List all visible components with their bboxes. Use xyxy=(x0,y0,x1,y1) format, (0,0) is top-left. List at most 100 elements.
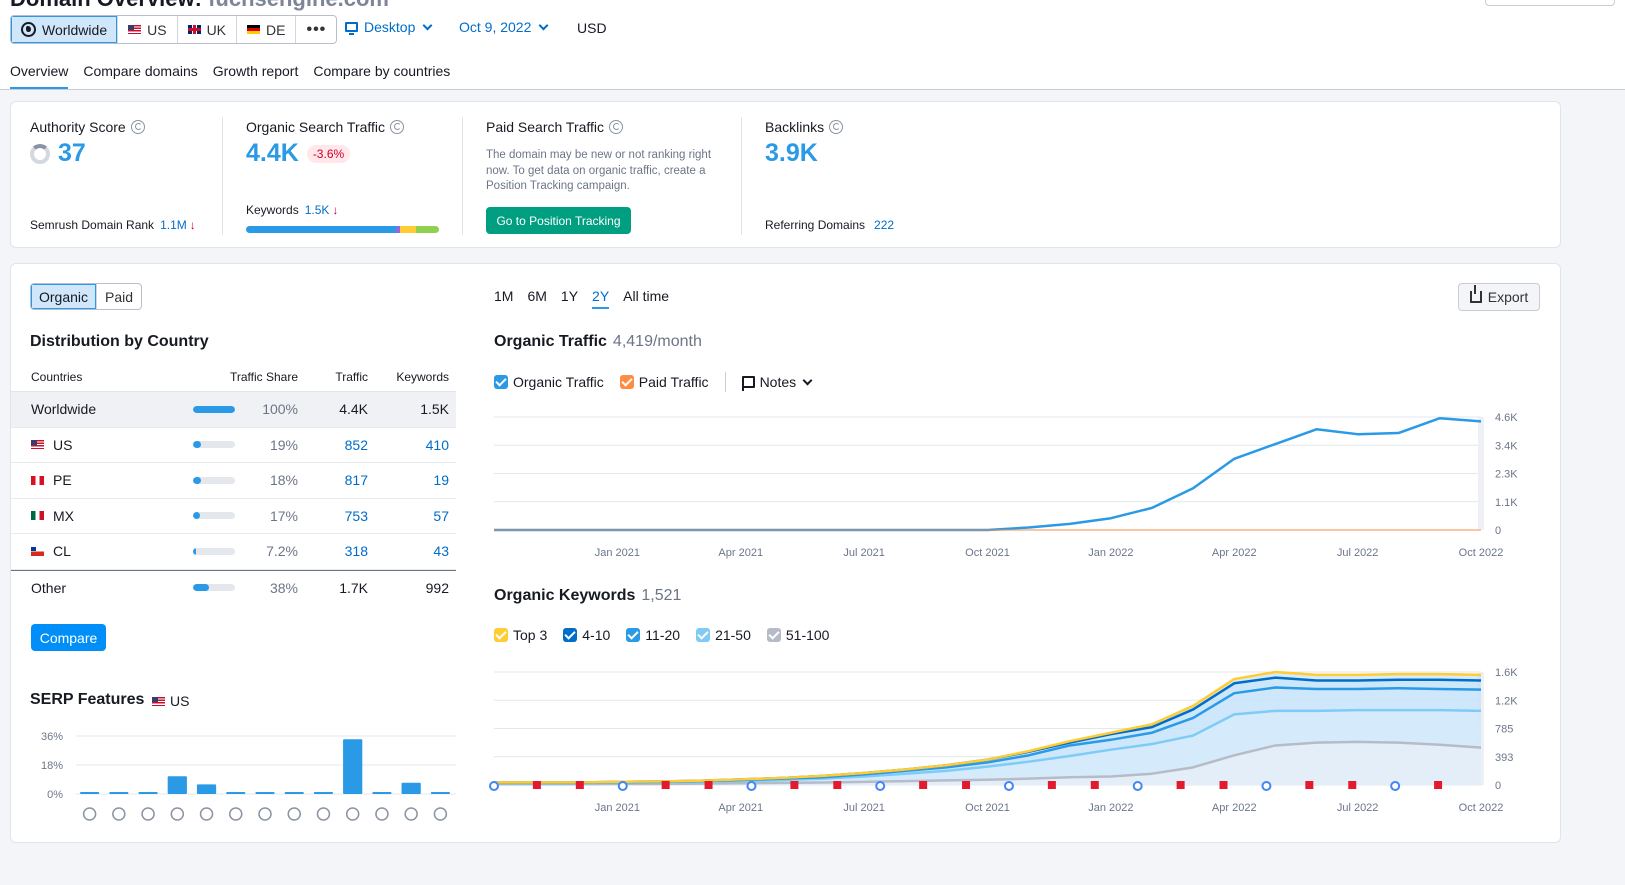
table-row[interactable]: US 19% 852 410 xyxy=(11,428,456,463)
google-update-icon xyxy=(489,781,499,791)
y-tick-label: 1.1K xyxy=(1495,497,1518,509)
info-icon[interactable] xyxy=(829,120,844,134)
more-databases-button[interactable]: ••• xyxy=(296,16,336,43)
authority-score-label: Authority Score xyxy=(30,119,126,135)
compare-button[interactable]: Compare xyxy=(31,624,106,651)
db-us-button[interactable]: US xyxy=(118,16,178,43)
share-bar xyxy=(193,584,235,592)
notes-dropdown[interactable]: Notes xyxy=(741,374,813,391)
table-row[interactable]: MX 17% 753 57 xyxy=(11,499,456,534)
authority-score-widget: Authority Score 37 xyxy=(30,119,145,168)
traffic-value[interactable]: 817 xyxy=(344,472,368,489)
tab-growth-report[interactable]: Growth report xyxy=(212,63,299,79)
keyword-distribution-bar xyxy=(246,226,439,233)
traffic-value[interactable]: 318 xyxy=(344,543,368,560)
globe-icon xyxy=(21,22,36,37)
y-tick-label: 1.6K xyxy=(1495,667,1518,679)
share-bar xyxy=(193,476,235,484)
export-button[interactable]: Export xyxy=(1458,283,1540,311)
us-flag-icon xyxy=(31,440,44,450)
note-flag-icon xyxy=(661,781,670,789)
info-icon[interactable] xyxy=(390,120,405,134)
range-1m[interactable]: 1M xyxy=(494,288,514,304)
toggle-paid[interactable]: Paid xyxy=(105,288,134,305)
legend-21-50[interactable]: 21-50 xyxy=(696,627,751,643)
range-6m[interactable]: 6M xyxy=(527,288,547,304)
x-tick-label: Oct 2021 xyxy=(965,802,1010,814)
keywords-value[interactable]: 57 xyxy=(433,507,449,524)
serp-bar xyxy=(313,792,334,794)
distribution-title: Distribution by Country xyxy=(30,333,209,350)
y-tick-label: 3.4K xyxy=(1495,440,1518,452)
divider xyxy=(222,117,223,235)
serp-feature-icon xyxy=(287,807,301,821)
traffic-value[interactable]: 753 xyxy=(344,507,368,524)
serp-feature-icon xyxy=(170,807,185,821)
db-de-button[interactable]: DE xyxy=(237,16,297,43)
serp-feature-icon xyxy=(345,807,360,821)
y-tick-label: 18% xyxy=(41,760,63,772)
google-update-icon xyxy=(1003,781,1014,791)
legend-paid-traffic[interactable]: Paid Traffic xyxy=(619,374,709,390)
y-tick-label: 785 xyxy=(1495,724,1513,736)
range-2y[interactable]: 2Y xyxy=(592,288,610,309)
db-worldwide-button[interactable]: Worldwide xyxy=(11,16,119,43)
keywords-value[interactable]: 43 xyxy=(433,543,449,560)
organic-traffic-label: Organic Search Traffic xyxy=(246,119,386,135)
table-header: Countries Traffic Share Traffic Keywords xyxy=(11,363,456,392)
organic-keywords-chart: 0 393 785 1.2K 1.6K Jan 2021 Apr 2021 Jul 2021 O… xyxy=(489,667,1518,814)
google-update-icon xyxy=(1261,781,1272,791)
table-row[interactable]: CL 7.2% 318 43 xyxy=(11,534,456,570)
checkbox-icon xyxy=(619,375,634,389)
organic-traffic-chart: 0 1.1K 2.3K 3.4K 4.6K Jan 2021 Apr 2021 Jul 202… xyxy=(494,412,1518,559)
organic-traffic-value[interactable]: 4.4K xyxy=(246,139,299,167)
user-manual-button[interactable] xyxy=(1485,0,1615,6)
db-uk-button[interactable]: UK xyxy=(178,16,238,43)
serp-feature-icon xyxy=(316,807,331,821)
share-value: 17% xyxy=(269,507,298,524)
table-row[interactable]: Other 38% 1.7K 992 xyxy=(11,569,456,606)
referring-domains-value[interactable]: 222 xyxy=(874,218,895,232)
traffic-value[interactable]: 852 xyxy=(344,436,368,453)
us-flag-icon xyxy=(152,696,165,706)
legend-11-20[interactable]: 11-20 xyxy=(626,627,680,643)
legend-51-100[interactable]: 51-100 xyxy=(766,627,829,643)
keywords-value[interactable]: 1.5K xyxy=(304,203,330,217)
note-flag-icon xyxy=(1090,781,1099,789)
share-cell: 38% xyxy=(193,580,298,596)
chevron-down-icon xyxy=(422,20,433,30)
database-selector: Worldwide US UK DE ••• xyxy=(10,15,338,44)
country-name: US xyxy=(53,436,73,453)
position-tracking-button[interactable]: Go to Position Tracking xyxy=(486,207,631,234)
backlinks-value[interactable]: 3.9K xyxy=(765,139,818,167)
range-all-time[interactable]: All time xyxy=(623,288,670,304)
x-tick-label: Jan 2021 xyxy=(595,802,640,814)
domain-rank-value[interactable]: 1.1M xyxy=(160,218,187,232)
table-row[interactable]: Worldwide 100% 4.4K 1.5K xyxy=(11,392,456,428)
keywords-value[interactable]: 410 xyxy=(425,436,449,453)
tab-overview[interactable]: Overview xyxy=(10,63,69,89)
legend-top3[interactable]: Top 3 xyxy=(494,627,547,643)
google-update-icon xyxy=(746,781,757,791)
serp-bar xyxy=(80,792,100,794)
serp-bar xyxy=(167,776,187,794)
info-icon[interactable] xyxy=(130,120,145,134)
tab-compare-by-countries[interactable]: Compare by countries xyxy=(313,63,451,79)
share-value: 18% xyxy=(269,472,298,489)
info-icon[interactable] xyxy=(609,120,624,134)
paid-traffic-description: The domain may be new or not ranking rig… xyxy=(486,149,712,192)
toggle-organic[interactable]: Organic xyxy=(31,284,98,309)
legend-4-10[interactable]: 4-10 xyxy=(563,627,610,643)
legend-organic-traffic[interactable]: Organic Traffic xyxy=(494,374,604,390)
table-row[interactable]: PE 18% 817 19 xyxy=(11,463,456,499)
range-1y[interactable]: 1Y xyxy=(560,288,579,304)
authority-score-value[interactable]: 37 xyxy=(58,139,86,167)
serp-feature-icon xyxy=(433,807,448,821)
country-cell: PE xyxy=(11,472,193,488)
google-update-icon xyxy=(1390,781,1401,791)
tab-compare-domains[interactable]: Compare domains xyxy=(83,63,198,79)
date-selector[interactable]: Oct 9, 2022 xyxy=(459,19,549,35)
keywords-value[interactable]: 19 xyxy=(433,472,449,489)
country-name: Other xyxy=(31,579,67,596)
device-selector[interactable]: Desktop xyxy=(345,19,433,35)
